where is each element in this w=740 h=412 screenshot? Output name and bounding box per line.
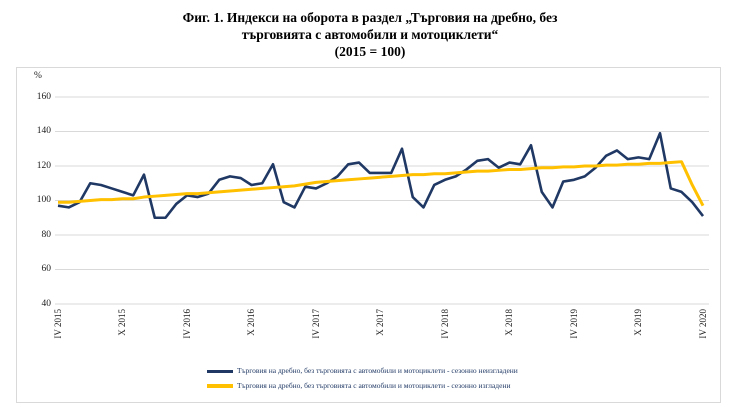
title-line-3: (2015 = 100): [334, 44, 406, 59]
series-line-unadjusted: [57, 131, 705, 220]
y-tick-label: 160: [36, 91, 51, 102]
series-line-adjusted: [58, 160, 705, 207]
x-tick-label: IV 2016: [181, 309, 192, 339]
y-tick-label: 120: [36, 160, 51, 171]
legend-label: Търговия на дребно, без търговията с авт…: [237, 366, 518, 375]
chart-legend: Търговия на дребно, без търговията с авт…: [207, 366, 518, 396]
x-tick-label: IV 2020: [697, 309, 708, 339]
x-tick-label: IV 2019: [568, 309, 579, 339]
legend-item: Търговия на дребно, без търговията с авт…: [207, 366, 518, 376]
title-line-2: търговията с автомобили и мотоциклети“: [241, 27, 499, 42]
x-tick-label: IV 2018: [439, 309, 450, 339]
x-tick-label: X 2019: [633, 309, 643, 336]
x-tick-label: IV 2017: [310, 309, 321, 339]
y-tick-label: 60: [41, 264, 52, 274]
figure-title: Фиг. 1. Индекси на оборота в раздел „Тър…: [0, 9, 740, 60]
x-tick-label: X 2016: [246, 309, 256, 336]
y-tick-label: 80: [41, 229, 52, 240]
y-tick-label: 140: [36, 126, 51, 136]
y-tick-label: 40: [41, 298, 52, 309]
plot-svg: [55, 96, 709, 305]
x-tick-label: IV 2015: [52, 309, 63, 339]
x-tick-label: X 2015: [117, 309, 127, 336]
x-tick-label: X 2018: [504, 309, 514, 336]
y-tick-label: 100: [36, 195, 51, 205]
y-axis-unit-label: %: [34, 71, 42, 81]
title-line-1: Фиг. 1. Индекси на оборота в раздел „Тър…: [182, 10, 558, 25]
legend-item: Търговия на дребно, без търговията с авт…: [207, 381, 518, 391]
legend-line-swatch: [207, 384, 233, 388]
x-tick-label: X 2017: [375, 309, 385, 336]
legend-line-swatch: [207, 369, 233, 373]
chart-area: % 160 140 120 100 80 60 40 IV 2015 X 2015 IV 201…: [16, 67, 721, 403]
legend-label: Търговия на дребно, без търговията с авт…: [237, 381, 511, 390]
